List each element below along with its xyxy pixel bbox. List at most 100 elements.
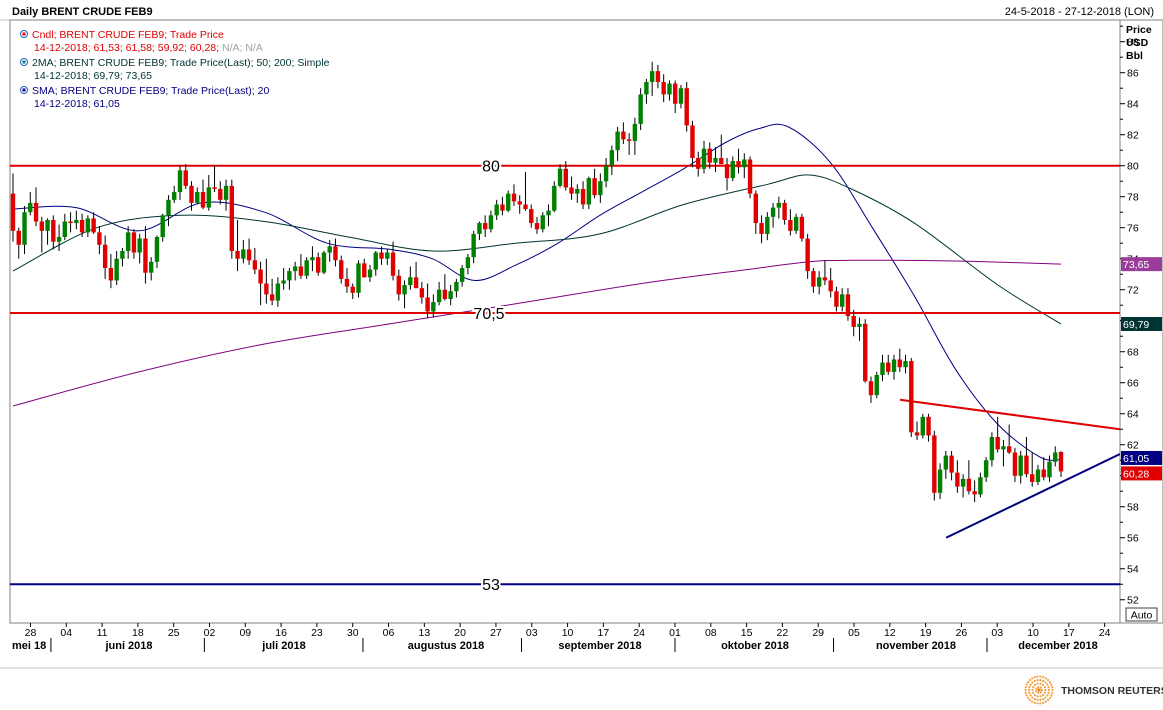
candle[interactable] [586, 176, 592, 210]
candle[interactable] [839, 288, 845, 312]
candle[interactable] [448, 285, 453, 306]
candle[interactable] [218, 181, 223, 205]
candle[interactable] [350, 283, 355, 300]
candle[interactable] [258, 261, 263, 306]
candle[interactable] [212, 165, 217, 193]
candle[interactable] [863, 319, 868, 383]
candle[interactable] [1041, 457, 1046, 481]
candle[interactable] [482, 215, 488, 238]
candle[interactable] [1012, 447, 1018, 482]
candle[interactable] [615, 126, 620, 162]
candle[interactable] [793, 213, 799, 234]
candle[interactable] [995, 416, 1000, 453]
candle[interactable] [298, 254, 304, 279]
candle[interactable] [776, 196, 782, 219]
candle[interactable] [102, 235, 108, 279]
candle[interactable] [592, 168, 597, 199]
candle[interactable] [667, 80, 672, 101]
candle[interactable] [79, 213, 85, 238]
candle[interactable] [39, 216, 44, 253]
candle[interactable] [638, 88, 643, 131]
candle[interactable] [966, 460, 972, 495]
candle[interactable] [28, 192, 33, 216]
candle[interactable] [114, 250, 119, 286]
candle[interactable] [782, 199, 787, 225]
candle[interactable] [972, 480, 977, 503]
candle[interactable] [989, 432, 995, 467]
candle[interactable] [477, 221, 482, 241]
candle[interactable] [385, 249, 390, 265]
candle[interactable] [983, 457, 989, 482]
candle[interactable] [1030, 452, 1035, 487]
candle[interactable] [1024, 436, 1029, 478]
candle[interactable] [891, 354, 897, 380]
candle[interactable] [517, 195, 522, 214]
candle[interactable] [442, 274, 448, 301]
candle[interactable] [333, 238, 338, 267]
candle[interactable] [534, 216, 540, 234]
candle[interactable] [563, 161, 568, 191]
candle[interactable] [649, 61, 655, 96]
candle[interactable] [459, 264, 465, 287]
candle[interactable] [362, 258, 367, 278]
candle[interactable] [51, 215, 56, 250]
candle[interactable] [413, 261, 419, 289]
candle[interactable] [1001, 440, 1006, 467]
trendline-0[interactable] [899, 398, 1120, 431]
candle[interactable] [206, 175, 211, 211]
candle[interactable] [943, 450, 949, 479]
candle[interactable] [287, 268, 292, 290]
candle[interactable] [661, 74, 666, 103]
candle[interactable] [626, 133, 632, 155]
candle[interactable] [580, 181, 586, 210]
candle[interactable] [33, 187, 39, 227]
candle[interactable] [937, 463, 943, 499]
candle[interactable] [160, 213, 165, 242]
candle[interactable] [45, 218, 50, 245]
candle[interactable] [137, 233, 142, 264]
candle[interactable] [500, 196, 505, 216]
candle[interactable] [955, 460, 960, 493]
candle[interactable] [880, 354, 885, 382]
candle[interactable] [454, 278, 459, 298]
candle[interactable] [241, 240, 246, 264]
candle[interactable] [436, 281, 442, 306]
candle[interactable] [719, 134, 724, 165]
candle[interactable] [402, 280, 407, 309]
candle[interactable] [281, 268, 286, 290]
candle[interactable] [1053, 446, 1058, 467]
candle[interactable] [177, 165, 183, 200]
candle[interactable] [97, 226, 102, 255]
candle[interactable] [960, 474, 966, 498]
candle[interactable] [229, 179, 235, 259]
candle[interactable] [200, 179, 206, 210]
candle[interactable] [747, 156, 753, 199]
candle[interactable] [914, 421, 920, 441]
plot-area[interactable] [9, 19, 1121, 624]
candle[interactable] [471, 230, 476, 264]
candle[interactable] [85, 215, 91, 238]
candle[interactable] [1058, 451, 1064, 477]
candle[interactable] [269, 278, 275, 306]
candle[interactable] [851, 309, 856, 337]
candle[interactable] [569, 176, 574, 200]
candle[interactable] [292, 261, 298, 281]
candle[interactable] [172, 185, 177, 203]
candle[interactable] [310, 246, 315, 272]
candle[interactable] [690, 120, 695, 168]
trendline-1[interactable] [945, 453, 1120, 539]
candle[interactable] [759, 215, 764, 244]
candle[interactable] [828, 268, 833, 298]
candle[interactable] [609, 145, 615, 176]
candle[interactable] [799, 213, 805, 242]
candle[interactable] [379, 246, 384, 265]
candle[interactable] [644, 78, 649, 104]
candle[interactable] [684, 82, 689, 132]
candle[interactable] [62, 213, 68, 241]
candle[interactable] [523, 171, 528, 211]
candle[interactable] [108, 254, 114, 289]
candle[interactable] [811, 268, 816, 293]
candle[interactable] [304, 257, 309, 279]
candle[interactable] [540, 212, 545, 233]
candle[interactable] [154, 235, 160, 269]
